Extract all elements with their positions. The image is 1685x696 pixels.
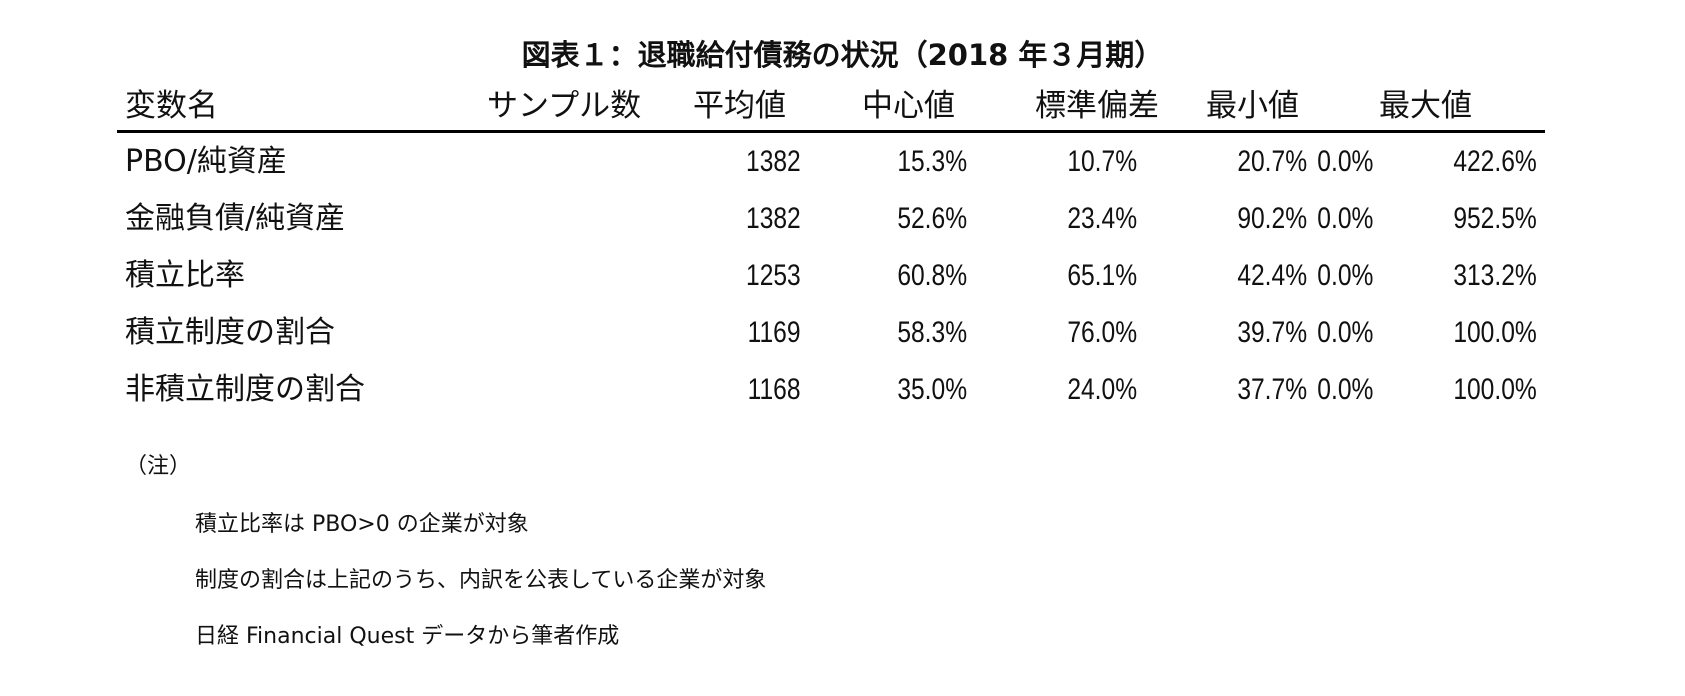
row-median: 65.1%: [1067, 259, 1137, 292]
row-median: 24.0%: [1067, 373, 1137, 406]
table-row: 非積立制度の割合 1168 35.0% 24.0% 37.7% 0.0% 100…: [117, 361, 1545, 418]
table-row: PBO/純資産 1382 15.3% 10.7% 20.7% 0.0% 422.…: [117, 133, 1545, 190]
row-maximum: 313.2%: [1453, 259, 1537, 292]
row-maximum: 100.0%: [1453, 316, 1537, 349]
row-minimum: 0.0%: [1316, 373, 1373, 406]
row-sample-count: 1382: [746, 202, 801, 235]
row-median: 76.0%: [1067, 316, 1137, 349]
row-minimum: 0.0%: [1316, 202, 1373, 235]
row-mean: 60.8%: [897, 259, 967, 292]
header-mean: 平均値: [693, 88, 786, 124]
table-row: 積立制度の割合 1169 58.3% 76.0% 39.7% 0.0% 100.…: [117, 304, 1545, 361]
header-sample-count: サンプル数: [487, 88, 642, 124]
notes-heading: （注）: [125, 454, 192, 479]
table-row: 金融負債/純資産 1382 52.6% 23.4% 90.2% 0.0% 952…: [117, 190, 1545, 247]
row-minimum: 0.0%: [1316, 259, 1373, 292]
header-minimum: 最小値: [1206, 88, 1299, 124]
row-median: 10.7%: [1067, 145, 1137, 178]
note-line: 制度の割合は上記のうち、内訳を公表している企業が対象: [195, 568, 767, 593]
table-header-row: 変数名 サンプル数 平均値 中心値 標準偏差 最小値 最大値: [117, 82, 1545, 130]
row-minimum: 0.0%: [1316, 316, 1373, 349]
row-mean: 35.0%: [897, 373, 967, 406]
row-variable-name: 積立比率: [125, 258, 245, 293]
row-sample-count: 1168: [748, 373, 801, 406]
row-median: 23.4%: [1067, 202, 1137, 235]
row-standard-deviation: 37.7%: [1237, 373, 1307, 406]
row-standard-deviation: 20.7%: [1237, 145, 1307, 178]
row-maximum: 100.0%: [1453, 373, 1537, 406]
row-variable-name: 非積立制度の割合: [125, 372, 365, 407]
row-mean: 58.3%: [897, 316, 967, 349]
note-line: 日経 Financial Quest データから筆者作成: [195, 624, 620, 649]
row-standard-deviation: 90.2%: [1237, 202, 1307, 235]
row-standard-deviation: 39.7%: [1237, 316, 1307, 349]
row-mean: 15.3%: [897, 145, 967, 178]
header-divider: [117, 130, 1545, 133]
header-standard-deviation: 標準偏差: [1035, 88, 1159, 124]
row-minimum: 0.0%: [1316, 145, 1373, 178]
row-sample-count: 1253: [746, 259, 801, 292]
row-variable-name: 積立制度の割合: [125, 315, 335, 350]
row-variable-name: PBO/純資産: [125, 144, 287, 179]
header-median: 中心値: [862, 88, 955, 124]
row-mean: 52.6%: [897, 202, 967, 235]
statistics-table: 変数名 サンプル数 平均値 中心値 標準偏差 最小値 最大値 PBO/純資産 1…: [117, 82, 1545, 418]
row-sample-count: 1382: [746, 145, 801, 178]
table-row: 積立比率 1253 60.8% 65.1% 42.4% 0.0% 313.2%: [117, 247, 1545, 304]
row-standard-deviation: 42.4%: [1237, 259, 1307, 292]
header-maximum: 最大値: [1379, 88, 1472, 124]
header-variable-name: 変数名: [125, 88, 218, 124]
row-maximum: 422.6%: [1453, 145, 1537, 178]
row-sample-count: 1169: [748, 316, 801, 349]
figure-title: 図表１：退職給付債務の状況（2018 年３月期）: [521, 38, 1164, 72]
row-maximum: 952.5%: [1453, 202, 1537, 235]
row-variable-name: 金融負債/純資産: [125, 201, 346, 236]
note-line: 積立比率は PBO>0 の企業が対象: [195, 512, 529, 537]
